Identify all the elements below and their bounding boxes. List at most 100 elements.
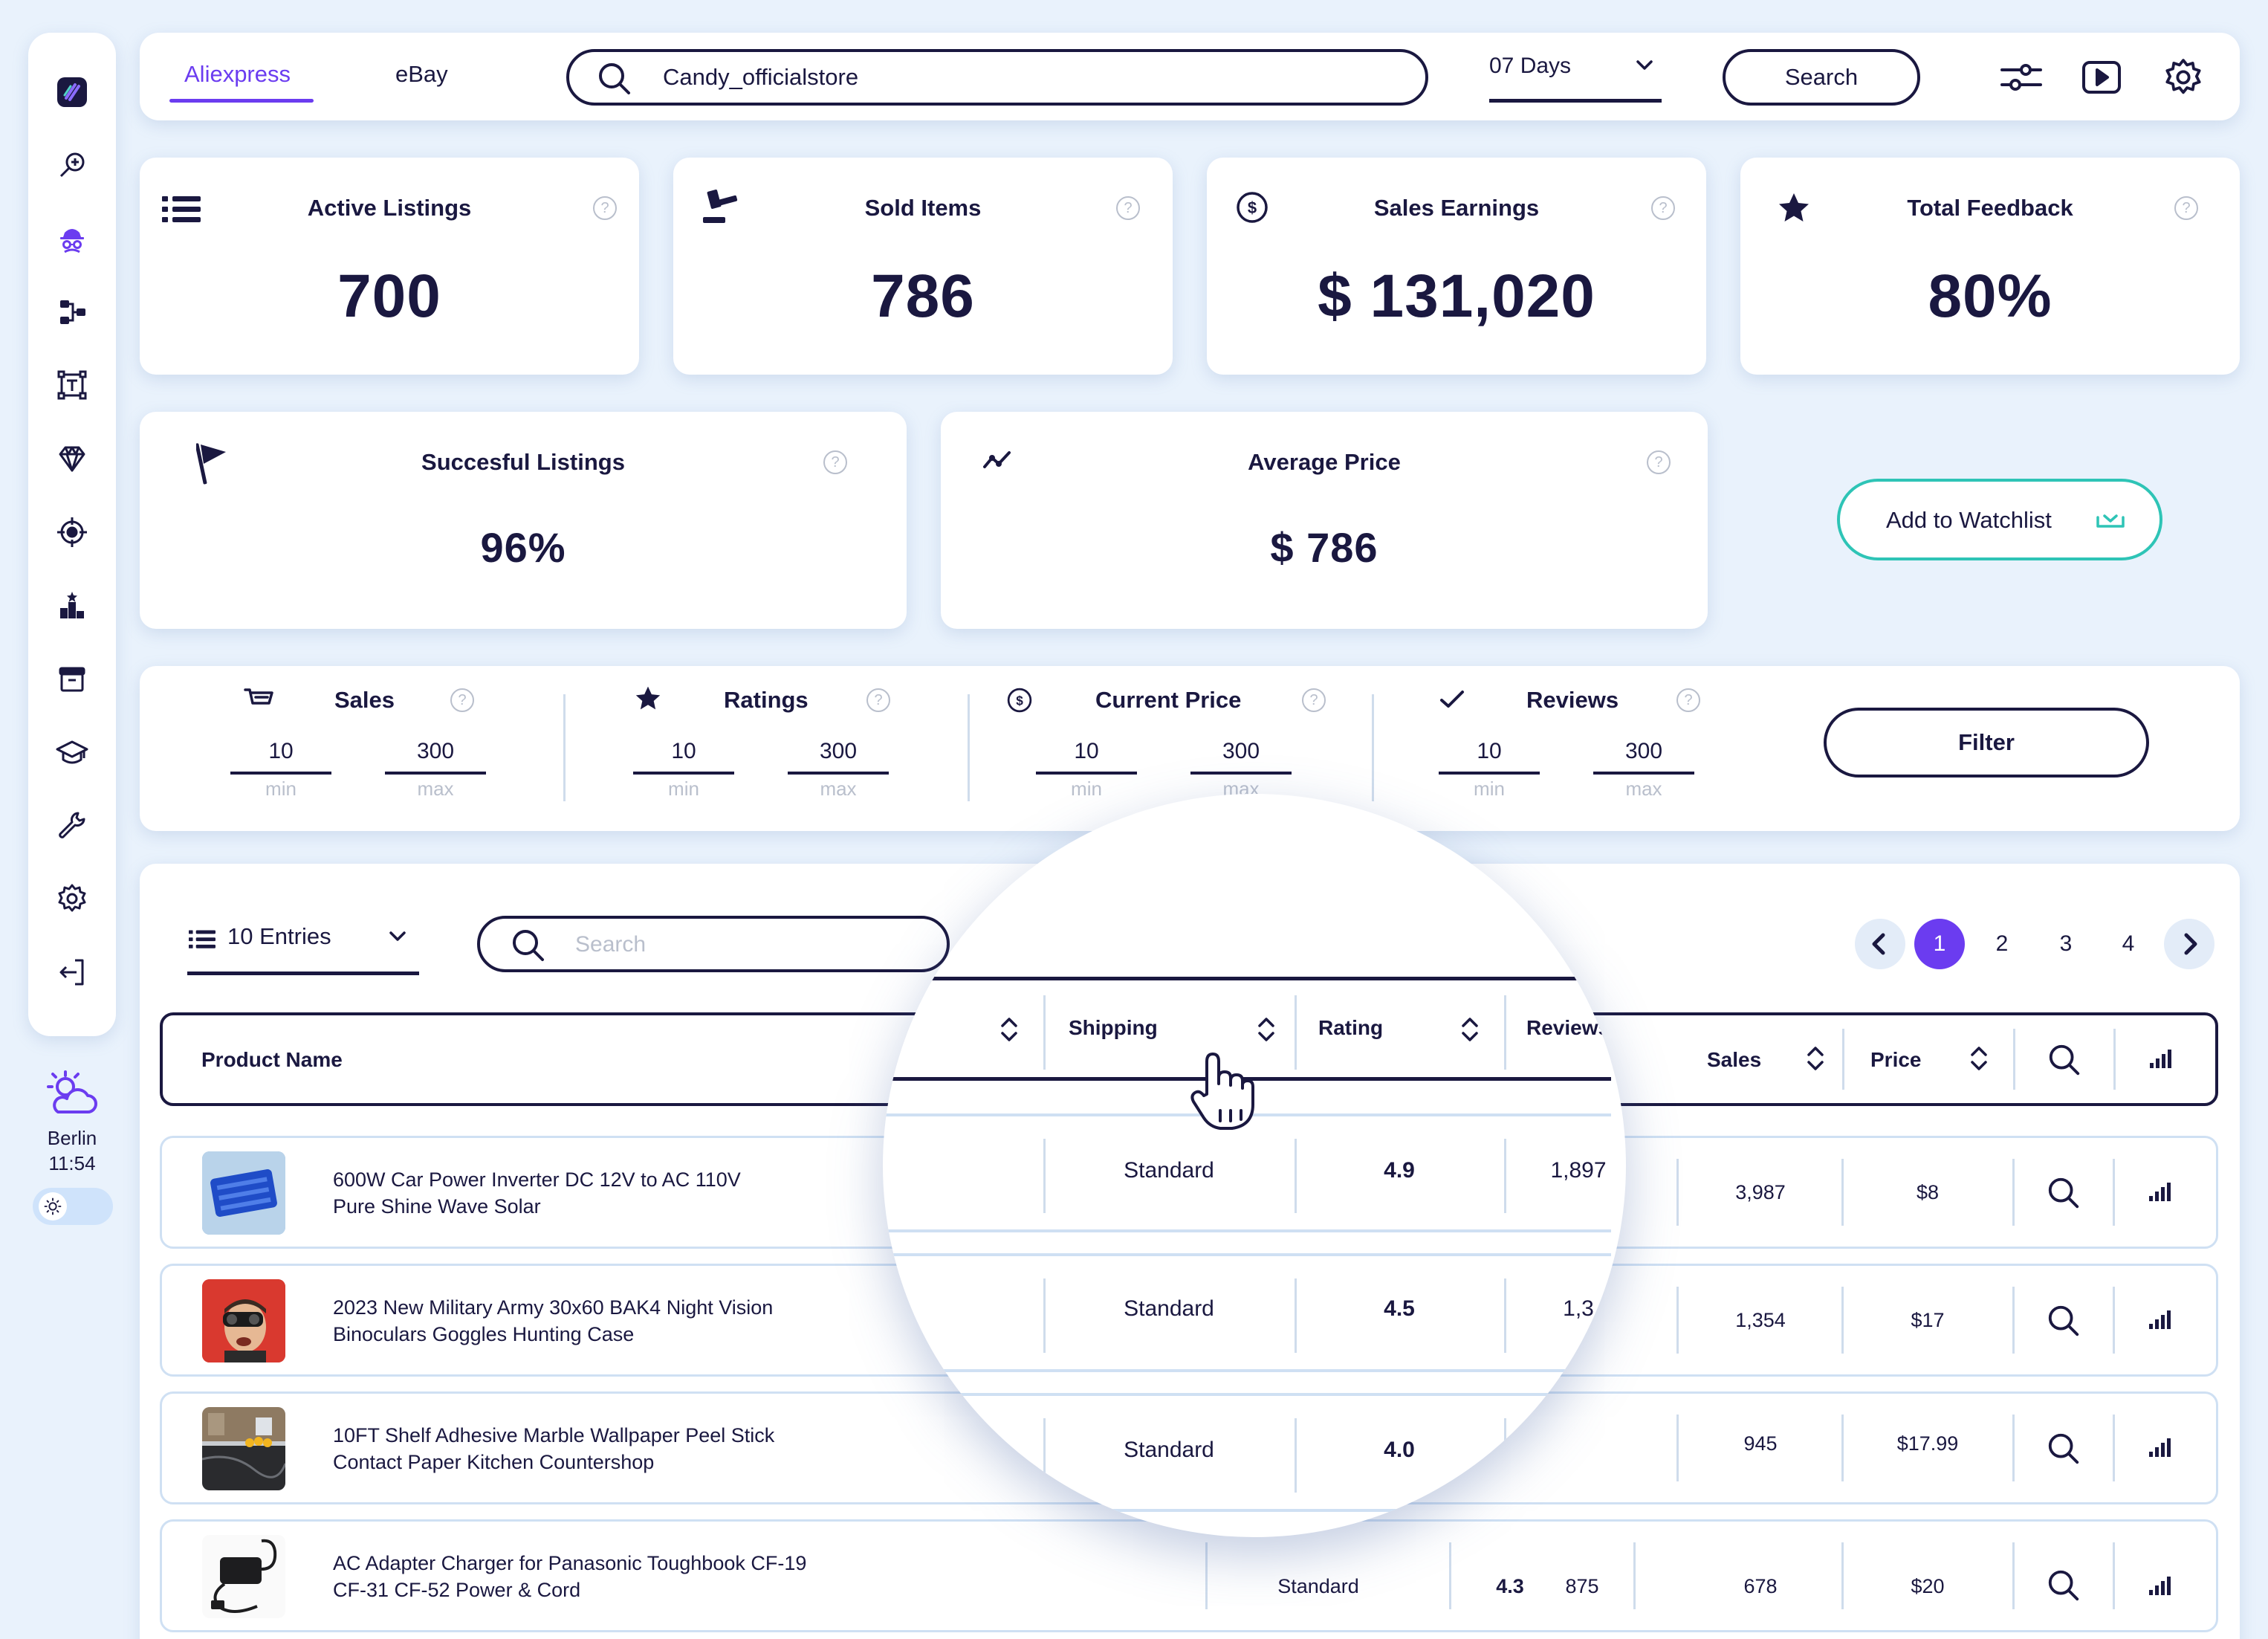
header-shipping[interactable]: Shipping [1069, 1016, 1158, 1039]
store-search-field[interactable]: Candy_officialstore [566, 49, 1428, 106]
page-2[interactable]: 2 [1995, 931, 2009, 956]
tab-aliexpress[interactable]: Aliexpress [184, 61, 291, 87]
entries-select[interactable]: 10 Entries [187, 919, 419, 975]
header-price[interactable]: Price [1870, 1048, 1922, 1071]
period-select[interactable]: 07 Days [1489, 49, 1662, 103]
sales-max-input[interactable]: 300 [385, 739, 486, 775]
product-thumbnail[interactable] [202, 1151, 285, 1235]
product-name[interactable]: 600W Car Power Inverter DC 12V to AC 110… [333, 1168, 741, 1191]
search-icon[interactable] [2046, 1175, 2081, 1211]
header-sales[interactable]: Sales [1707, 1048, 1762, 1071]
product-name[interactable]: AC Adapter Charger for Panasonic Toughbo… [333, 1552, 807, 1574]
leaderboard-icon[interactable] [54, 587, 90, 623]
price-min-input[interactable]: 10 [1036, 739, 1137, 775]
add-to-watchlist-button[interactable]: Add to Watchlist [1837, 479, 2162, 560]
sort-icon[interactable] [1256, 1015, 1277, 1044]
divider [1372, 694, 1374, 801]
product-name[interactable]: 10FT Shelf Adhesive Marble Wallpaper Pee… [333, 1424, 775, 1446]
archive-icon[interactable] [54, 661, 90, 696]
bar-chart-icon[interactable] [2148, 1181, 2173, 1202]
page-3[interactable]: 3 [2059, 931, 2073, 956]
product-thumbnail[interactable] [202, 1535, 285, 1618]
target-icon[interactable] [54, 514, 90, 550]
search-icon[interactable] [2047, 1042, 2082, 1078]
wrench-icon[interactable] [54, 807, 90, 843]
search-icon[interactable] [2046, 1568, 2081, 1603]
sort-icon[interactable] [999, 1015, 1020, 1044]
product-thumbnail[interactable] [202, 1279, 285, 1362]
sales-min-input[interactable]: 10 [230, 739, 331, 775]
product-name-line2[interactable]: Contact Paper Kitchen Countershop [333, 1451, 655, 1473]
header-reviews[interactable]: Reviews [1526, 1016, 1610, 1039]
video-play-icon[interactable] [2081, 58, 2122, 100]
header-product-name[interactable]: Product Name [201, 1048, 343, 1071]
shipping-value: Standard [1124, 1158, 1214, 1183]
search-plus-icon[interactable] [54, 147, 90, 183]
chevron-left-icon [1872, 933, 1885, 955]
tab-ebay[interactable]: eBay [395, 61, 448, 87]
reviews-min-input[interactable]: 10 [1439, 739, 1540, 775]
flow-icon[interactable] [54, 294, 90, 330]
help-icon[interactable]: ? [1302, 688, 1326, 712]
help-icon[interactable]: ? [1676, 688, 1700, 712]
theme-toggle[interactable] [33, 1188, 113, 1225]
divider [1504, 1418, 1506, 1493]
product-thumbnail[interactable] [202, 1407, 285, 1490]
help-icon[interactable]: ? [2174, 196, 2198, 220]
table-search-placeholder[interactable]: Search [575, 932, 647, 957]
help-icon[interactable]: ? [1651, 196, 1675, 220]
diamond-icon[interactable] [54, 441, 90, 476]
prev-page-button[interactable] [1855, 919, 1905, 969]
bar-chart-icon[interactable] [2148, 1575, 2173, 1596]
divider [1043, 995, 1046, 1070]
dollar-circle-icon: $ [1006, 687, 1033, 717]
price-max-input[interactable]: 300 [1190, 739, 1292, 775]
spy-icon[interactable] [54, 221, 90, 256]
product-name-line2[interactable]: CF-31 CF-52 Power & Cord [333, 1579, 581, 1601]
reviews-max-input[interactable]: 300 [1593, 739, 1694, 775]
help-icon[interactable]: ? [866, 688, 890, 712]
logout-icon[interactable] [54, 954, 90, 990]
filter-title-ratings: Ratings [724, 687, 809, 713]
search-button[interactable]: Search [1723, 49, 1920, 106]
store-search-input[interactable]: Candy_officialstore [663, 64, 859, 90]
text-frame-icon[interactable] [54, 367, 90, 403]
bar-chart-icon[interactable] [2148, 1437, 2173, 1458]
product-name-line2[interactable]: Pure Shine Wave Solar [333, 1195, 541, 1218]
reviews-value: 987 [1559, 1433, 1598, 1458]
shipping-value: Standard [1124, 1296, 1214, 1321]
search-icon[interactable] [2046, 1303, 2081, 1339]
sales-value: 678 [1743, 1575, 1778, 1597]
list-icon [189, 929, 216, 954]
gear-icon[interactable] [54, 881, 90, 917]
bar-chart-icon[interactable] [2148, 1309, 2173, 1330]
sort-icon[interactable] [1805, 1044, 1826, 1073]
page-4[interactable]: 4 [2122, 931, 2135, 956]
bar-chart-icon[interactable] [2148, 1048, 2174, 1069]
product-name-line2[interactable]: Binoculars Goggles Hunting Case [333, 1323, 635, 1345]
reviews-value: 1,3 [1563, 1296, 1594, 1321]
app-logo-icon[interactable] [54, 74, 90, 110]
ratings-max-input[interactable]: 300 [788, 739, 889, 775]
product-name[interactable]: 2023 New Military Army 30x60 BAK4 Night … [333, 1296, 774, 1319]
weather-city: Berlin [47, 1127, 97, 1149]
filter-button[interactable]: Filter [1824, 708, 2149, 778]
help-icon[interactable]: ? [1647, 450, 1671, 474]
header-rating[interactable]: Rating [1318, 1016, 1384, 1039]
search-icon[interactable] [2046, 1431, 2081, 1467]
next-page-button[interactable] [2164, 919, 2214, 969]
help-icon[interactable]: ? [450, 688, 474, 712]
help-icon[interactable]: ? [1116, 196, 1140, 220]
graduation-cap-icon[interactable] [54, 734, 90, 770]
help-icon[interactable]: ? [593, 196, 617, 220]
help-icon[interactable]: ? [823, 450, 847, 474]
sort-icon[interactable] [1969, 1044, 1989, 1073]
ratings-min-input[interactable]: 10 [633, 739, 734, 775]
settings-gear-icon[interactable] [2162, 56, 2204, 102]
sort-icon[interactable] [1459, 1015, 1480, 1044]
sliders-icon[interactable] [1999, 59, 2044, 99]
divider [2113, 1415, 2115, 1481]
table-search-field[interactable]: Search [477, 916, 950, 972]
table-row[interactable]: AC Adapter Charger for Panasonic Toughbo… [160, 1519, 2218, 1632]
page-1[interactable]: 1 [1914, 919, 1965, 969]
